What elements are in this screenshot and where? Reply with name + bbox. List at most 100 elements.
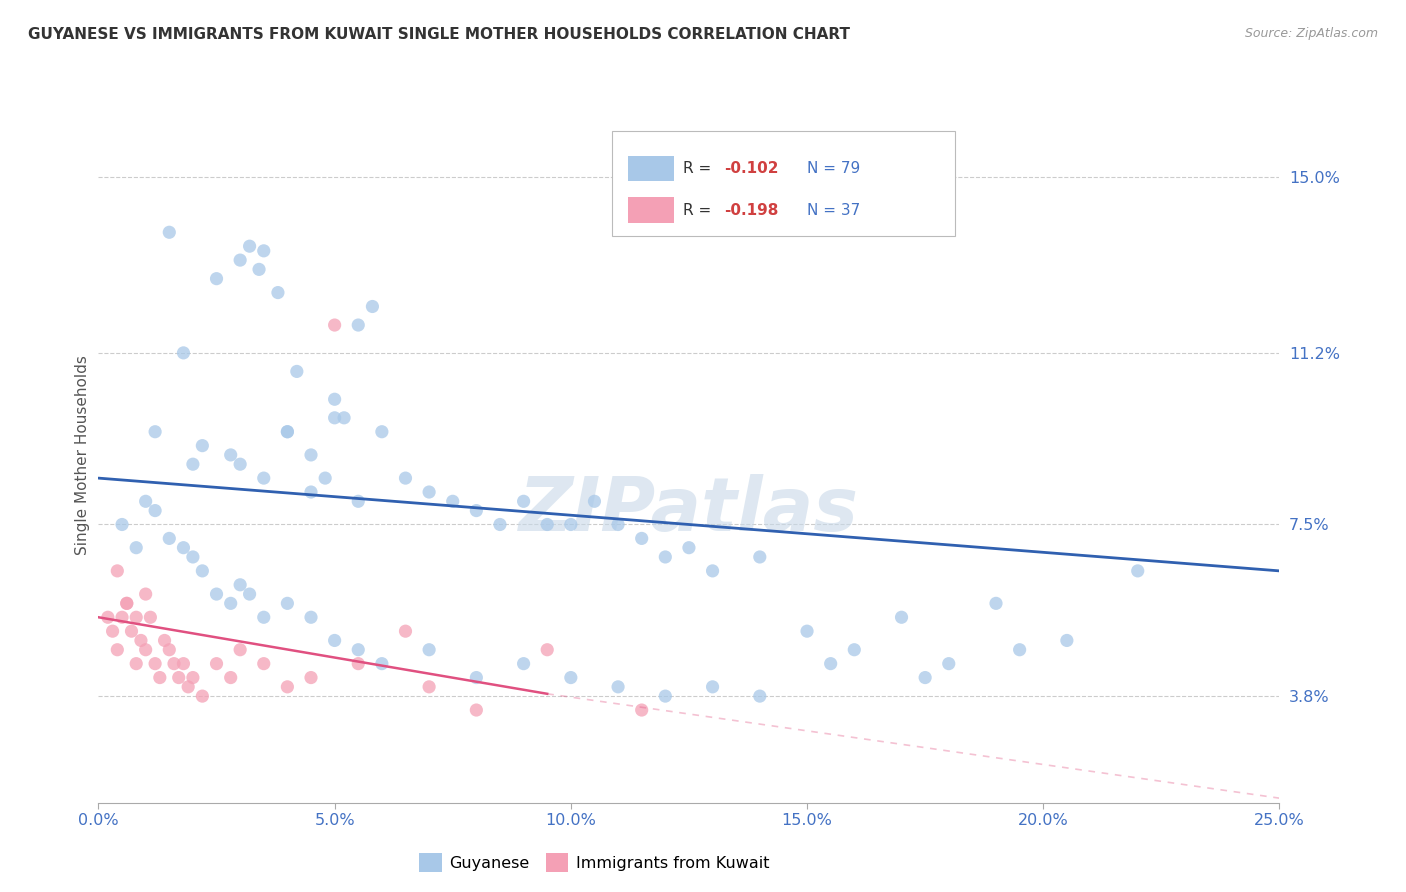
Point — [205, 271, 228, 285]
Point — [139, 610, 162, 624]
Point — [654, 689, 676, 703]
Point — [205, 587, 228, 601]
Point — [172, 346, 194, 360]
Point — [560, 671, 582, 685]
Point — [560, 517, 582, 532]
Point — [299, 485, 322, 500]
Point — [1126, 564, 1149, 578]
Point — [347, 494, 370, 508]
Point — [129, 633, 152, 648]
Point — [984, 596, 1007, 610]
Point — [314, 471, 336, 485]
Point — [1008, 642, 1031, 657]
Point — [536, 642, 558, 657]
Point — [938, 657, 960, 671]
Point — [371, 657, 394, 671]
Point — [512, 494, 534, 508]
Point — [111, 517, 134, 532]
Point — [441, 494, 464, 508]
Point — [607, 517, 630, 532]
Point — [177, 680, 200, 694]
Point — [191, 439, 214, 453]
Text: GUYANESE VS IMMIGRANTS FROM KUWAIT SINGLE MOTHER HOUSEHOLDS CORRELATION CHART: GUYANESE VS IMMIGRANTS FROM KUWAIT SINGL… — [28, 27, 851, 42]
Point — [135, 587, 157, 601]
Point — [748, 549, 770, 564]
Point — [583, 494, 606, 508]
Text: N = 37: N = 37 — [807, 202, 860, 218]
Point — [115, 596, 138, 610]
Text: ZIPatlas: ZIPatlas — [519, 474, 859, 547]
Point — [844, 642, 866, 657]
Point — [536, 517, 558, 532]
Point — [276, 596, 298, 610]
Point — [678, 541, 700, 555]
Point — [229, 457, 252, 471]
Point — [630, 703, 652, 717]
FancyBboxPatch shape — [627, 197, 673, 223]
Point — [820, 657, 842, 671]
Point — [157, 642, 180, 657]
Point — [157, 532, 180, 546]
Point — [418, 485, 440, 500]
Point — [361, 300, 384, 314]
Point — [135, 642, 157, 657]
Point — [702, 564, 724, 578]
Text: R =: R = — [683, 202, 716, 218]
Point — [191, 689, 214, 703]
Point — [205, 657, 228, 671]
Point — [219, 671, 242, 685]
Point — [323, 318, 346, 332]
Point — [143, 425, 166, 439]
Point — [172, 541, 194, 555]
Point — [285, 364, 308, 378]
Point — [465, 503, 488, 517]
Point — [219, 448, 242, 462]
Point — [267, 285, 290, 300]
Point — [253, 471, 276, 485]
Point — [163, 657, 186, 671]
Point — [914, 671, 936, 685]
Point — [157, 225, 180, 239]
Point — [229, 253, 252, 268]
Point — [299, 448, 322, 462]
Point — [111, 610, 134, 624]
Point — [323, 392, 346, 407]
Point — [105, 564, 128, 578]
Point — [125, 541, 148, 555]
Point — [239, 239, 262, 253]
Point — [125, 657, 148, 671]
Point — [796, 624, 818, 639]
Point — [229, 578, 252, 592]
Point — [347, 657, 370, 671]
Point — [512, 657, 534, 671]
Point — [181, 457, 204, 471]
Point — [299, 671, 322, 685]
Point — [191, 564, 214, 578]
Point — [748, 689, 770, 703]
Point — [333, 410, 356, 425]
Point — [172, 657, 194, 671]
Point — [465, 703, 488, 717]
Point — [323, 410, 346, 425]
Point — [371, 425, 394, 439]
Y-axis label: Single Mother Households: Single Mother Households — [75, 355, 90, 555]
Point — [143, 657, 166, 671]
Point — [253, 610, 276, 624]
Point — [630, 532, 652, 546]
Text: Source: ZipAtlas.com: Source: ZipAtlas.com — [1244, 27, 1378, 40]
Point — [465, 671, 488, 685]
Point — [276, 425, 298, 439]
Point — [229, 642, 252, 657]
Point — [418, 680, 440, 694]
Point — [299, 610, 322, 624]
Point — [394, 471, 416, 485]
Point — [149, 671, 172, 685]
Text: -0.102: -0.102 — [724, 161, 779, 176]
Point — [167, 671, 190, 685]
Point — [253, 657, 276, 671]
Point — [181, 671, 204, 685]
Point — [247, 262, 270, 277]
Point — [418, 642, 440, 657]
Point — [323, 633, 346, 648]
Point — [153, 633, 176, 648]
